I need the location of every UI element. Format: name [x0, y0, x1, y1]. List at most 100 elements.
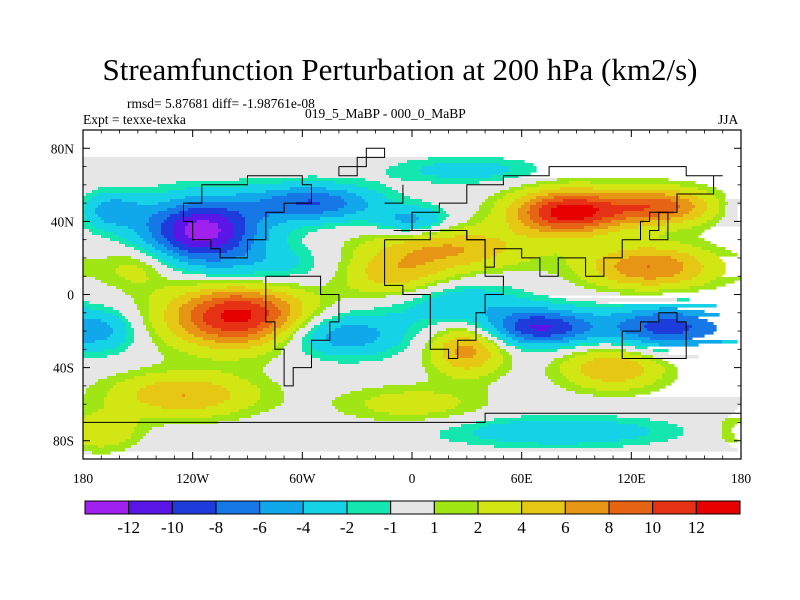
- contour-cell: [542, 217, 558, 221]
- contour-cell: [452, 394, 489, 398]
- contour-cell: [380, 394, 453, 398]
- contour-cell: [83, 283, 108, 287]
- contour-cell: [140, 367, 264, 371]
- contour-cell: [95, 340, 126, 344]
- contour-cell: [581, 370, 645, 374]
- contour-cell: [455, 352, 477, 356]
- contour-cell: [446, 268, 486, 272]
- contour-cell: [86, 205, 99, 209]
- contour-cell: [380, 334, 405, 338]
- contour-cell: [620, 259, 678, 263]
- contour-cell: [551, 334, 576, 338]
- contour-cell: [635, 316, 699, 320]
- contour-cell: [581, 385, 645, 389]
- contour-cell: [179, 313, 192, 317]
- contour-cell: [92, 451, 111, 455]
- contour-cell: [272, 301, 288, 305]
- contour-cell: [149, 304, 168, 308]
- contour-cell: [566, 376, 591, 380]
- contour-cell: [149, 298, 174, 302]
- contour-cell: [599, 271, 621, 275]
- contour-cell: [566, 298, 678, 302]
- contour-cell: [179, 211, 240, 215]
- contour-cell: [221, 385, 258, 389]
- contour-cell: [365, 343, 399, 347]
- contour-cell: [314, 256, 342, 260]
- contour-cell: [518, 340, 570, 344]
- contour-cell: [257, 331, 273, 335]
- contour-cell: [728, 202, 741, 206]
- contour-cell: [83, 451, 93, 455]
- contour-cell: [179, 259, 207, 263]
- contour-cell: [368, 265, 399, 269]
- contour-cell: [569, 358, 594, 362]
- contour-cell: [275, 295, 294, 299]
- contour-cell: [173, 256, 189, 260]
- contour-cell: [440, 205, 480, 209]
- contour-cell: [446, 292, 504, 296]
- contour-cell: [443, 349, 456, 353]
- contour-cell: [368, 274, 429, 278]
- contour-cell: [83, 256, 108, 260]
- contour-cell: [509, 205, 522, 209]
- contour-cell: [425, 262, 471, 266]
- contour-cell: [152, 244, 165, 248]
- contour-cell: [494, 340, 504, 344]
- contour-cell: [494, 343, 498, 347]
- contour-cell: [635, 346, 648, 350]
- contour-cell: [494, 325, 504, 329]
- contour-cell: [569, 265, 597, 269]
- contour-cell: [83, 289, 123, 293]
- contour-cell: [134, 301, 150, 305]
- contour-cell: [287, 292, 315, 296]
- contour-cell: [275, 337, 288, 341]
- contour-cell: [422, 166, 510, 170]
- contour-cell: [179, 349, 273, 353]
- contour-cell: [167, 247, 180, 251]
- contour-cell: [506, 244, 693, 248]
- contour-cell: [272, 358, 321, 362]
- contour-cell: [617, 268, 684, 272]
- contour-cell: [155, 328, 171, 332]
- contour-cell: [152, 256, 159, 260]
- contour-cell: [701, 223, 717, 227]
- colorbar-label: -1: [384, 518, 398, 537]
- contour-cell: [83, 337, 108, 341]
- contour-cell: [419, 205, 441, 209]
- contour-cell: [83, 409, 99, 413]
- contour-cell: [302, 301, 321, 305]
- contour-cell: [683, 214, 702, 218]
- contour-cell: [521, 184, 540, 188]
- contour-cell: [296, 319, 306, 323]
- contour-cell: [674, 211, 690, 215]
- contour-cell: [164, 316, 180, 320]
- contour-cell: [320, 298, 342, 302]
- contour-cell: [173, 232, 186, 236]
- contour-cell: [431, 226, 450, 230]
- contour-cell: [557, 274, 579, 278]
- contour-cell: [83, 373, 117, 377]
- contour-cell: [83, 217, 87, 221]
- contour-cell: [326, 187, 369, 191]
- contour-cell: [125, 322, 132, 326]
- contour-cell: [692, 277, 717, 281]
- contour-cell: [593, 394, 636, 398]
- contour-cell: [530, 316, 546, 320]
- contour-cell: [521, 196, 537, 200]
- contour-cell: [281, 352, 306, 356]
- contour-cell: [200, 289, 273, 293]
- contour-cell: [320, 322, 327, 326]
- contour-cell: [515, 295, 549, 299]
- contour-cell: [467, 220, 483, 224]
- contour-cell: [194, 322, 207, 326]
- contour-cell: [314, 265, 339, 269]
- contour-cell: [548, 193, 666, 197]
- contour-cell: [560, 367, 582, 371]
- contour-cell: [641, 352, 669, 356]
- contour-cell: [83, 310, 105, 314]
- contour-cell: [155, 382, 213, 386]
- contour-cell: [659, 307, 678, 311]
- contour-cell: [230, 220, 246, 224]
- contour-cell: [527, 193, 549, 197]
